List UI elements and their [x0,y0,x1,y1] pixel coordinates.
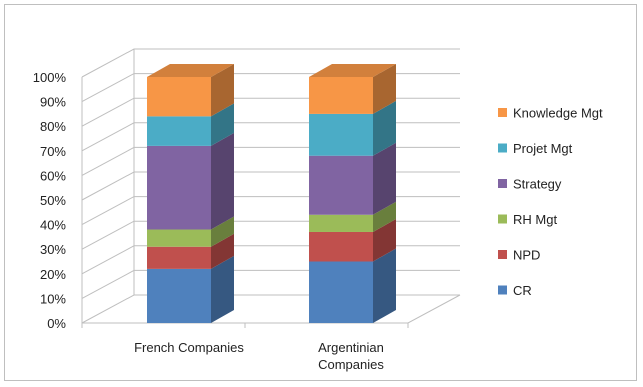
bar-top-face [147,64,234,77]
legend-item: CR [498,283,532,298]
bar-side-face [211,255,234,323]
bar-side-face [211,64,234,117]
x-category-label-line: French Companies [134,340,244,355]
x-axis: French Companies Argentinian Companies [134,340,384,372]
bar-segment-rh-mgt [147,216,234,247]
bar-side-face [373,142,396,215]
bar-side-face [373,218,396,262]
bar-side-face [211,216,234,247]
legend-item: NPD [498,248,540,263]
legend-label: CR [513,283,532,298]
bar-segment-projet-mgt [309,100,396,156]
gridline [81,220,460,250]
bar-segment-rh-mgt [309,201,396,232]
gridline [81,196,460,226]
bar-side-face [373,100,396,156]
legend-item: Strategy [498,177,562,192]
gridline [81,245,460,275]
bar-segment-knowledge-mgt [309,64,396,114]
x-category-label-line: Companies [318,357,384,372]
legend-swatch [498,250,507,259]
y-tick-label: 0% [47,316,66,331]
bar-segment-knowledge-mgt [147,64,234,117]
y-tick-label: 20% [40,267,66,282]
y-tick-label: 30% [40,242,66,257]
legend-swatch [498,179,507,188]
bar-front-face [147,229,211,247]
legend-label: Knowledge Mgt [513,106,603,121]
legend-label: RH Mgt [513,212,557,227]
legend-swatch [498,285,507,295]
y-tick-label: 70% [40,144,66,159]
bar-side-face [373,64,396,114]
legend-label: Projet Mgt [513,141,573,156]
y-tick-label: 80% [40,119,66,134]
bar-front-face [309,214,373,232]
bar-front-face [309,113,373,156]
legend-item: Knowledge Mgt [498,106,603,121]
gridline [81,171,460,201]
bar-front-face [309,155,373,215]
legend-label: Strategy [513,177,562,192]
bar-segment-npd [147,233,234,269]
x-category-label: Argentinian Companies [318,340,384,372]
bar-side-face [373,248,396,323]
y-tick-label: 10% [40,291,66,306]
legend: Knowledge Mgt Projet Mgt Strategy RH Mgt NPD… [498,106,603,298]
bar-front-face [147,246,211,269]
gridline [81,269,460,299]
y-tick-label: 90% [40,95,66,110]
gridline [81,97,460,127]
bar-front-face [147,116,211,146]
bar-side-face [211,233,234,269]
x-category-label: French Companies [134,340,244,355]
y-tick-label: 40% [40,218,66,233]
y-axis: 0% 10% 20% 30% 40% 50% 60% 70% 80% 90% 100% [33,70,67,331]
legend-item: RH Mgt [498,212,557,227]
bar-segment-projet-mgt [147,103,234,146]
gridline [81,73,460,103]
y-tick-label: 60% [40,168,66,183]
gridline [81,146,460,176]
bar-front-face [147,268,211,323]
bar-side-face [211,132,234,230]
gridline [81,48,460,78]
bar-segment-strategy [147,132,234,230]
legend-label: NPD [513,248,540,263]
bar-front-face [309,77,373,114]
bar-top-face [309,64,396,77]
gridline [81,294,460,324]
x-category-label-line: Argentinian [318,340,384,355]
gridlines [81,48,461,328]
floor-edge [82,294,461,324]
bar-front-face [309,231,373,262]
legend-swatch [498,143,507,153]
bar-segment-cr [147,255,234,323]
bar-side-face [373,201,396,232]
bar-side-face [211,103,234,146]
y-tick-label: 50% [40,193,66,208]
y-tick-label: 100% [33,70,67,85]
legend-swatch [498,108,507,117]
bar-segment-cr [309,248,396,323]
bar-segment-npd [309,218,396,262]
bars [147,64,396,323]
bar-front-face [147,145,211,230]
gridline [81,122,460,152]
legend-swatch [498,214,507,224]
legend-item: Projet Mgt [498,141,573,156]
bar-segment-strategy [309,142,396,215]
bar-front-face [147,77,211,117]
bar-front-face [309,261,373,323]
